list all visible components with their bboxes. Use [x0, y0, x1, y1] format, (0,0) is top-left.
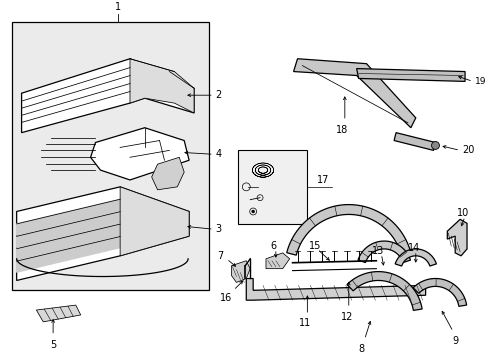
- Polygon shape: [120, 187, 189, 256]
- Polygon shape: [293, 59, 415, 128]
- Polygon shape: [357, 241, 409, 262]
- Text: 9: 9: [451, 336, 457, 346]
- Polygon shape: [21, 91, 130, 128]
- Polygon shape: [17, 237, 120, 272]
- Text: 13: 13: [371, 246, 384, 256]
- Text: 1: 1: [115, 3, 121, 12]
- Bar: [12, 22, 208, 290]
- Polygon shape: [246, 279, 425, 300]
- Polygon shape: [21, 84, 130, 121]
- Circle shape: [251, 210, 254, 213]
- Polygon shape: [447, 219, 466, 256]
- Polygon shape: [21, 76, 130, 114]
- Text: 3: 3: [215, 224, 222, 234]
- Polygon shape: [346, 271, 421, 310]
- Text: 10: 10: [456, 208, 468, 219]
- Polygon shape: [17, 224, 120, 260]
- Text: 19: 19: [474, 77, 486, 86]
- Polygon shape: [412, 279, 466, 306]
- Polygon shape: [151, 157, 184, 190]
- Bar: [238, 150, 307, 224]
- Text: 20: 20: [461, 145, 473, 156]
- Text: 7: 7: [217, 251, 224, 261]
- Text: 8: 8: [358, 343, 364, 354]
- Text: 16: 16: [220, 293, 232, 303]
- Polygon shape: [394, 249, 435, 266]
- Text: 2: 2: [215, 90, 222, 100]
- Text: 6: 6: [270, 241, 276, 251]
- Polygon shape: [21, 59, 194, 132]
- Polygon shape: [356, 69, 464, 81]
- Text: 4: 4: [215, 149, 222, 159]
- Polygon shape: [17, 187, 189, 280]
- Polygon shape: [17, 212, 120, 247]
- Text: 17: 17: [317, 175, 329, 185]
- Polygon shape: [265, 253, 289, 269]
- Polygon shape: [393, 132, 435, 150]
- Polygon shape: [17, 199, 120, 235]
- Polygon shape: [286, 204, 410, 255]
- Polygon shape: [21, 68, 130, 107]
- Text: 15: 15: [308, 241, 321, 251]
- Text: 18: 18: [335, 125, 347, 135]
- Polygon shape: [231, 261, 250, 283]
- Text: 14: 14: [407, 243, 419, 253]
- Text: 12: 12: [340, 312, 352, 322]
- Circle shape: [431, 141, 439, 149]
- Text: 11: 11: [299, 318, 311, 328]
- Text: 5: 5: [50, 339, 56, 350]
- Polygon shape: [90, 128, 189, 180]
- Polygon shape: [130, 59, 194, 113]
- Polygon shape: [36, 305, 81, 322]
